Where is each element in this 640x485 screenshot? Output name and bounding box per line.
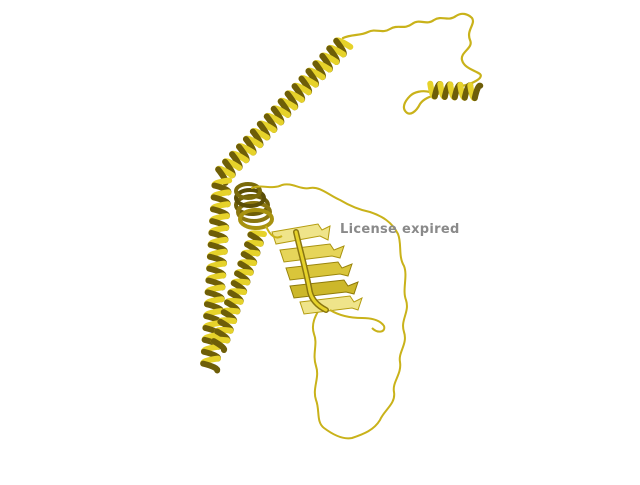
license-watermark: License expired (340, 222, 460, 237)
coil-small-loop (402, 90, 440, 115)
beta-sheet-domain (265, 223, 386, 333)
helix-lower-right (210, 230, 267, 354)
helix-long-upper (215, 37, 354, 186)
coil-central-loop (251, 183, 408, 440)
helix-small-right (427, 80, 484, 102)
coil-top-loop (341, 12, 482, 88)
helix-end-on (234, 182, 274, 230)
